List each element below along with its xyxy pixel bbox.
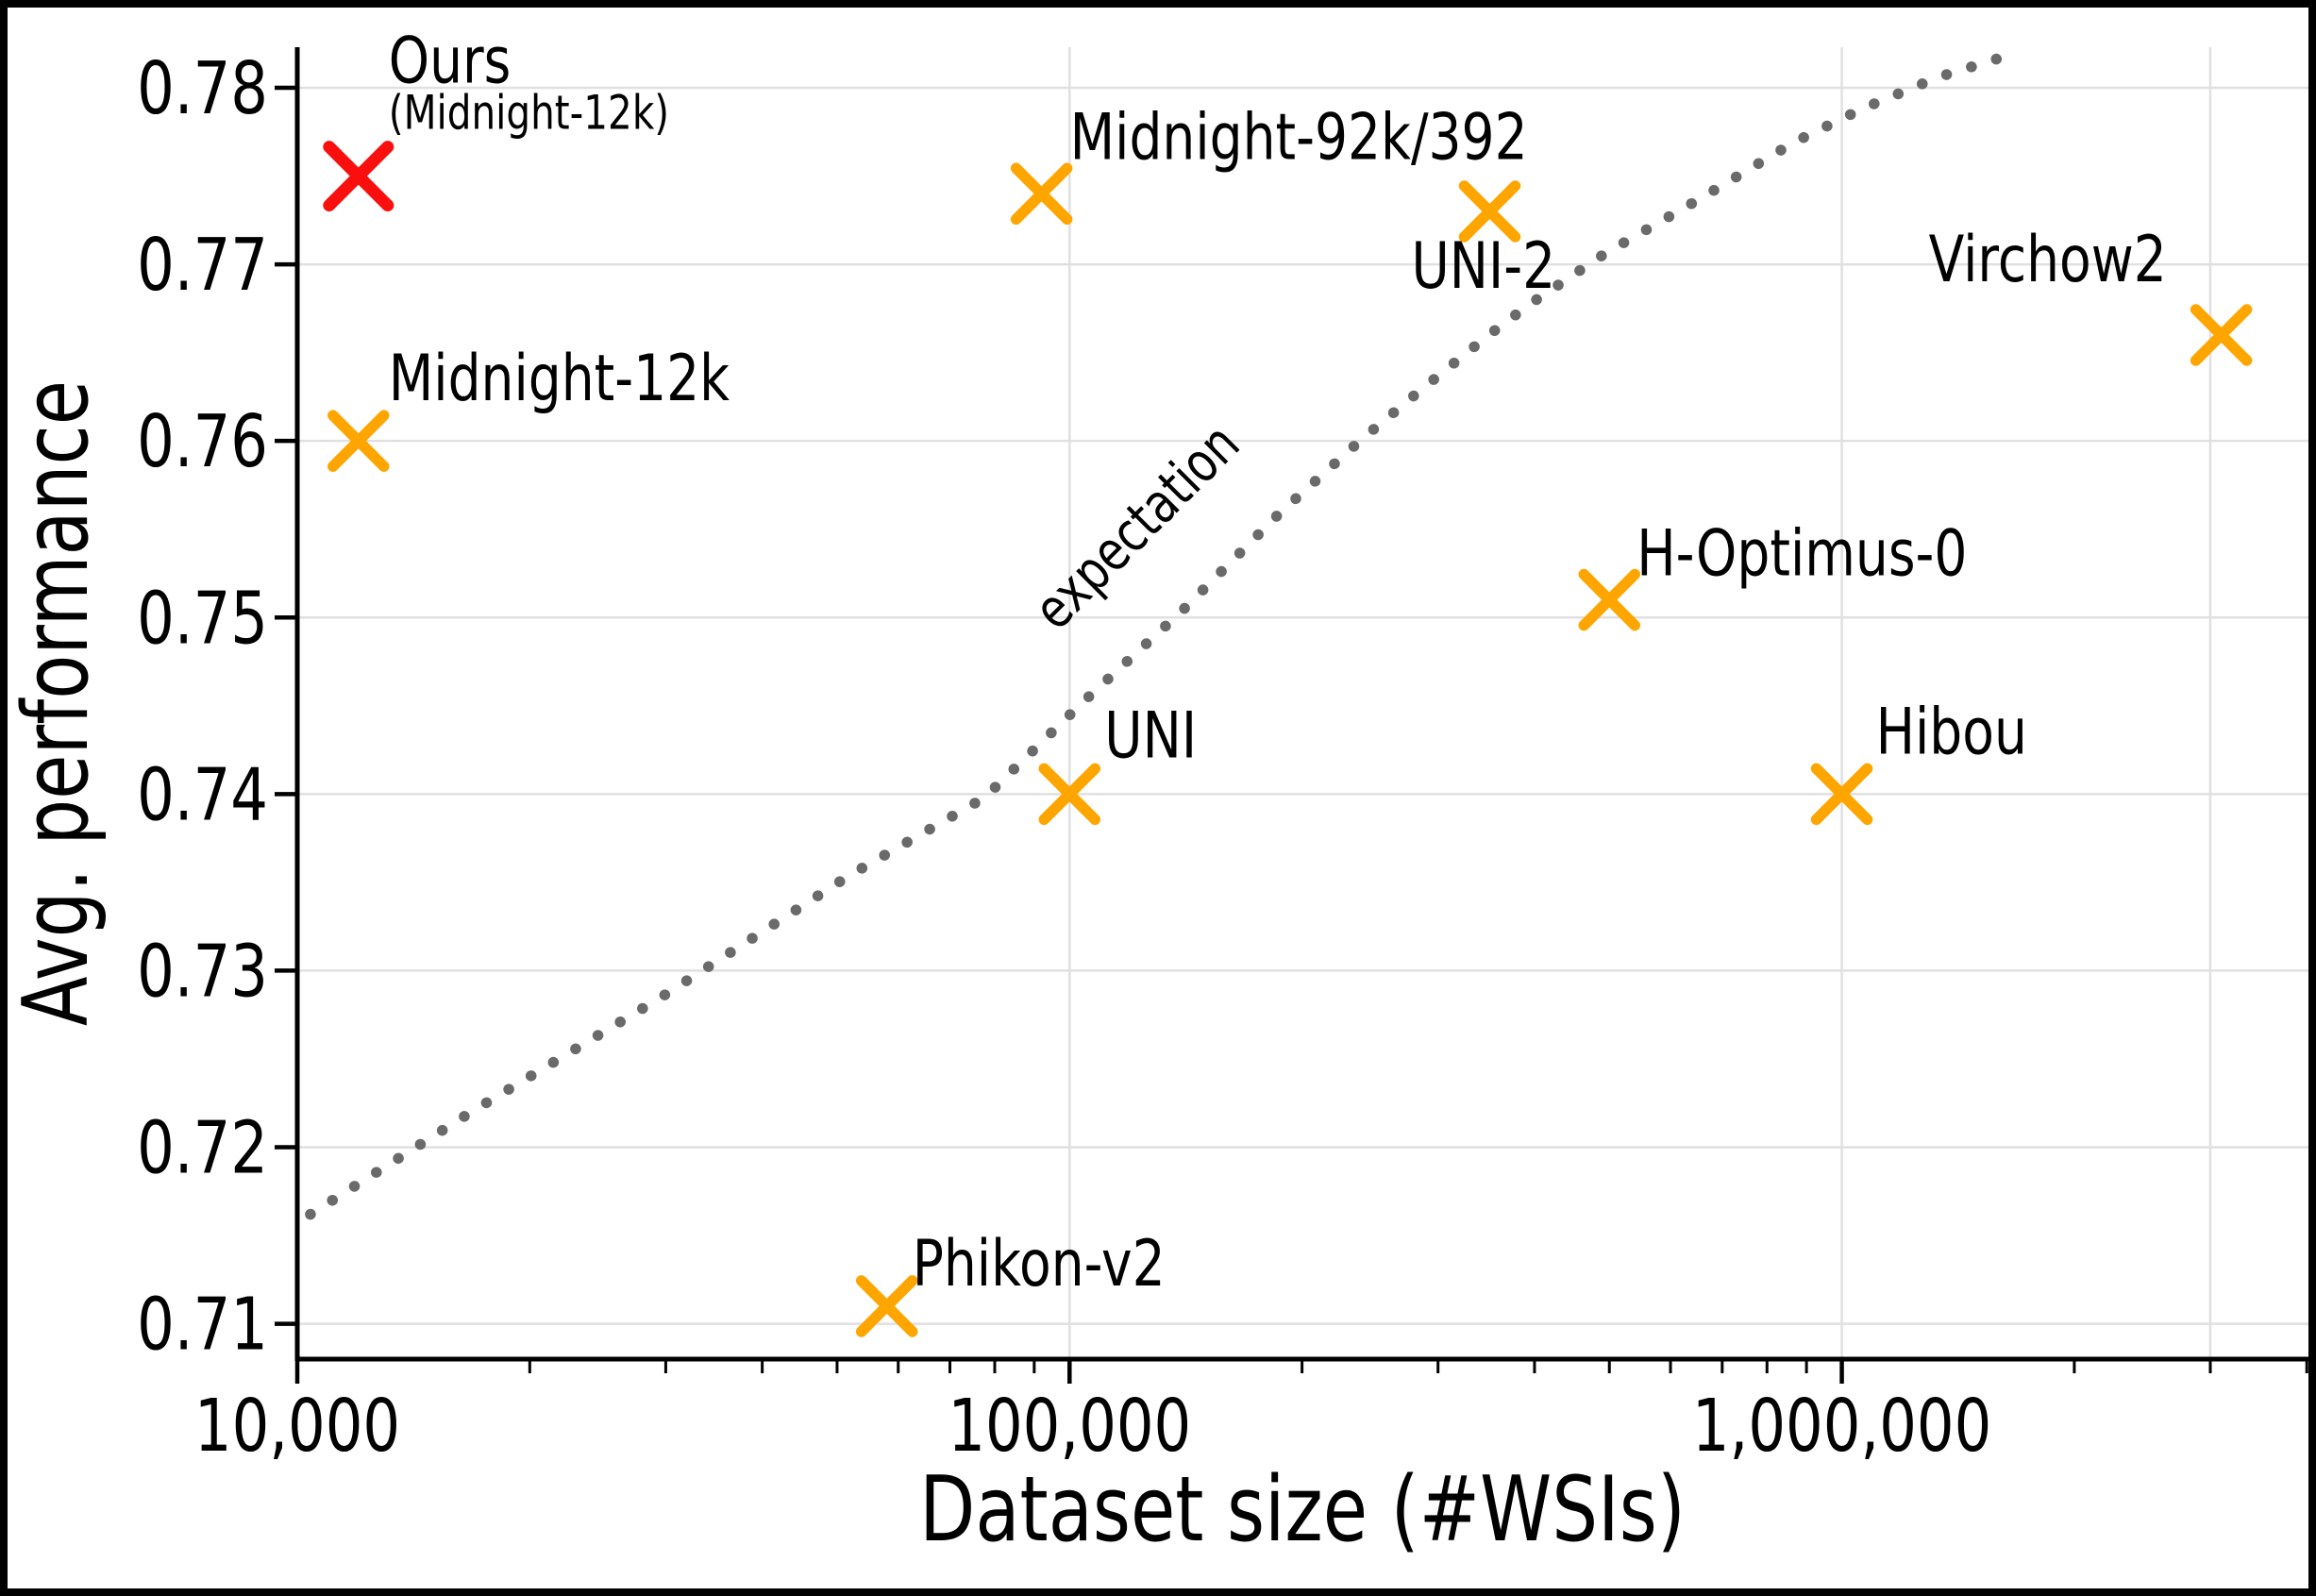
point-label-uni: UNI [1104, 698, 1197, 773]
x-axis-title: Dataset size (#WSIs) [919, 1458, 1686, 1562]
y-axis-title: Avg. performance [5, 380, 109, 1026]
point-label-hibou: Hibou [1876, 695, 2027, 769]
data-point-uni [1038, 763, 1101, 826]
data-point-ours [323, 141, 394, 212]
point-label-ours: Ours [389, 25, 512, 99]
data-point-uni-2 [1458, 180, 1521, 243]
y-tick-label: 0.76 [137, 400, 268, 484]
x-tick-label: 1,000,000 [1692, 1385, 1991, 1469]
point-sublabel-ours: (Midnight-12k) [389, 86, 669, 141]
data-point-midnight-12k [327, 410, 390, 472]
expectation-annotation: expectation [1021, 412, 1251, 642]
point-label-phikon-v2: Phikon-v2 [913, 1227, 1166, 1302]
x-tick-label: 10,000 [194, 1385, 400, 1469]
data-point-h-optimus-0 [1578, 568, 1640, 631]
point-label-uni-2: UNI-2 [1411, 229, 1555, 304]
data-point-hibou [1810, 763, 1873, 826]
point-label-h-optimus-0: H-Optimus-0 [1636, 517, 1967, 592]
point-label-virchow2: Virchow2 [1929, 223, 2167, 297]
y-tick-label: 0.78 [137, 47, 268, 131]
chart-layers: expectation 0.71 0.72 0.73 0.74 0.75 0.76 0.77 0… [137, 25, 2308, 1469]
y-tick-label: 0.72 [137, 1107, 268, 1191]
data-point-phikon-v2 [855, 1275, 918, 1337]
y-tick-label: 0.71 [137, 1284, 268, 1368]
point-label-midnight-92k-392: Midnight-92k/392 [1070, 100, 1528, 175]
y-tick-label: 0.74 [137, 753, 268, 837]
y-tick-label: 0.77 [137, 224, 268, 308]
point-label-midnight-12k: Midnight-12k [389, 342, 730, 416]
data-point-midnight-92k-392 [1010, 162, 1073, 226]
data-point-virchow2 [2190, 304, 2253, 366]
y-tick-label: 0.75 [137, 577, 268, 661]
x-tick-label: 100,000 [948, 1385, 1191, 1469]
y-tick-label: 0.73 [137, 930, 268, 1014]
expectation-curve [305, 46, 2023, 1220]
